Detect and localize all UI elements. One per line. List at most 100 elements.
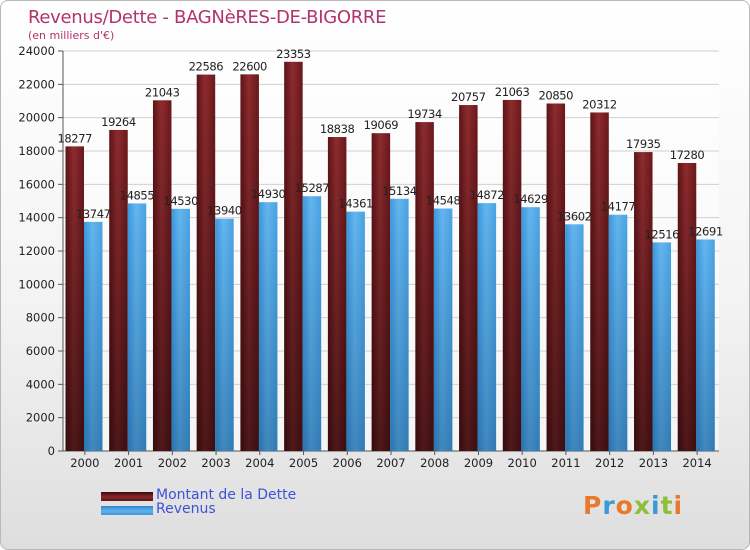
data-label-revenue: 14872 bbox=[470, 188, 505, 202]
data-label-revenue: 14855 bbox=[120, 188, 155, 202]
bar-shade bbox=[109, 129, 128, 451]
data-label-revenue: 13940 bbox=[207, 204, 242, 218]
y-tick-label: 4000 bbox=[26, 377, 55, 391]
x-tick-label: 2004 bbox=[245, 456, 274, 470]
data-label-debt: 22586 bbox=[189, 60, 224, 74]
logo-letter: P bbox=[583, 491, 603, 520]
y-tick-label: 22000 bbox=[18, 77, 55, 91]
bar-shade bbox=[502, 99, 522, 451]
y-tick-label: 20000 bbox=[18, 111, 55, 125]
x-tick-label: 2009 bbox=[464, 456, 493, 470]
bar-shade bbox=[590, 112, 609, 451]
x-tick-label: 2000 bbox=[70, 456, 99, 470]
data-label-revenue: 14548 bbox=[426, 194, 461, 208]
data-label-debt: 23353 bbox=[276, 47, 311, 61]
data-label-revenue: 15287 bbox=[295, 181, 330, 195]
bar-shade bbox=[346, 211, 365, 451]
data-label-debt: 20312 bbox=[582, 97, 617, 111]
y-tick-label: 12000 bbox=[18, 244, 55, 258]
legend-swatch-revenue bbox=[101, 506, 153, 515]
data-label-debt: 22600 bbox=[232, 59, 267, 73]
x-tick-label: 2001 bbox=[114, 456, 143, 470]
x-tick-label: 2006 bbox=[333, 456, 362, 470]
bar-shade bbox=[696, 239, 715, 451]
bar-shade bbox=[415, 122, 434, 451]
x-tick-label: 2002 bbox=[158, 456, 187, 470]
data-label-debt: 21063 bbox=[495, 85, 530, 99]
data-label-debt: 19734 bbox=[407, 107, 442, 121]
bar-shade bbox=[284, 61, 303, 452]
data-label-debt: 20850 bbox=[539, 89, 574, 103]
data-label-debt: 20757 bbox=[451, 90, 486, 104]
y-tick-label: 24000 bbox=[18, 44, 55, 58]
data-label-debt: 17935 bbox=[626, 137, 661, 151]
bar-shade bbox=[196, 74, 216, 452]
bar-shade bbox=[65, 146, 84, 451]
bar-shade bbox=[634, 152, 653, 452]
legend-label-debt: Montant de la Dette bbox=[156, 487, 297, 503]
bar-shade bbox=[171, 208, 190, 451]
bar-shade bbox=[546, 103, 566, 451]
y-tick-label: 8000 bbox=[26, 311, 55, 325]
bar-shade bbox=[608, 214, 628, 451]
bar-shade bbox=[677, 163, 697, 451]
logo-letter: x bbox=[633, 491, 651, 520]
bar-shade bbox=[258, 202, 278, 451]
bar-shade bbox=[327, 137, 347, 452]
bar-shade bbox=[302, 196, 322, 451]
y-tick-label: 0 bbox=[48, 444, 55, 458]
y-tick-label: 14000 bbox=[18, 211, 55, 225]
bar-shade bbox=[433, 208, 453, 451]
bar-shade bbox=[127, 203, 147, 451]
bar-shade bbox=[371, 133, 391, 451]
data-label-revenue: 13747 bbox=[76, 207, 111, 221]
legend-label-revenue: Revenus bbox=[156, 501, 216, 517]
logo-letter: o bbox=[615, 491, 634, 520]
data-label-revenue: 14177 bbox=[601, 200, 636, 214]
x-tick-label: 2008 bbox=[420, 456, 449, 470]
data-label-revenue: 13602 bbox=[557, 209, 592, 223]
legend-swatch-debt bbox=[101, 492, 153, 501]
data-label-debt: 18838 bbox=[320, 122, 355, 136]
x-tick-label: 2010 bbox=[508, 456, 537, 470]
data-label-debt: 19264 bbox=[101, 115, 136, 129]
y-tick-label: 18000 bbox=[18, 144, 55, 158]
bar-shade bbox=[521, 207, 540, 451]
data-label-revenue: 14361 bbox=[338, 197, 373, 211]
x-tick-label: 2003 bbox=[201, 456, 230, 470]
chart-subtitle: (en milliers d'€) bbox=[28, 29, 115, 42]
data-label-debt: 21043 bbox=[145, 85, 180, 99]
logo-letter: i bbox=[651, 491, 661, 520]
x-tick-label: 2013 bbox=[639, 456, 668, 470]
x-tick-label: 2011 bbox=[551, 456, 580, 470]
bar-shade bbox=[459, 105, 478, 452]
logo-letter: i bbox=[673, 491, 684, 520]
logo-letter: r bbox=[602, 491, 616, 520]
x-tick-label: 2012 bbox=[595, 456, 624, 470]
logo-letter: t bbox=[660, 491, 674, 520]
data-label-debt: 18277 bbox=[57, 131, 92, 145]
x-tick-label: 2007 bbox=[376, 456, 405, 470]
y-tick-label: 6000 bbox=[26, 344, 55, 358]
x-tick-label: 2014 bbox=[682, 456, 711, 470]
bar-shade bbox=[390, 198, 409, 451]
y-tick-label: 10000 bbox=[18, 277, 55, 291]
y-tick-label: 2000 bbox=[26, 411, 55, 425]
bar-shade bbox=[652, 242, 672, 451]
bar-shade bbox=[215, 218, 234, 451]
bar-shade bbox=[565, 224, 584, 451]
data-label-debt: 17280 bbox=[670, 148, 705, 162]
bar-shade bbox=[240, 74, 259, 451]
x-tick-label: 2005 bbox=[289, 456, 318, 470]
data-label-revenue: 14530 bbox=[163, 194, 198, 208]
data-label-revenue: 12516 bbox=[644, 227, 679, 241]
bar-shade bbox=[477, 203, 497, 451]
chart-title: Revenus/Dette - BAGNèRES-DE-BIGORRE bbox=[28, 7, 387, 28]
data-label-revenue: 14629 bbox=[513, 192, 548, 206]
data-label-revenue: 14930 bbox=[251, 187, 286, 201]
data-label-debt: 19069 bbox=[364, 118, 399, 132]
bar-shade bbox=[152, 100, 172, 452]
y-tick-label: 16000 bbox=[18, 177, 55, 191]
proxiti-logo: Proxiti bbox=[583, 491, 683, 520]
